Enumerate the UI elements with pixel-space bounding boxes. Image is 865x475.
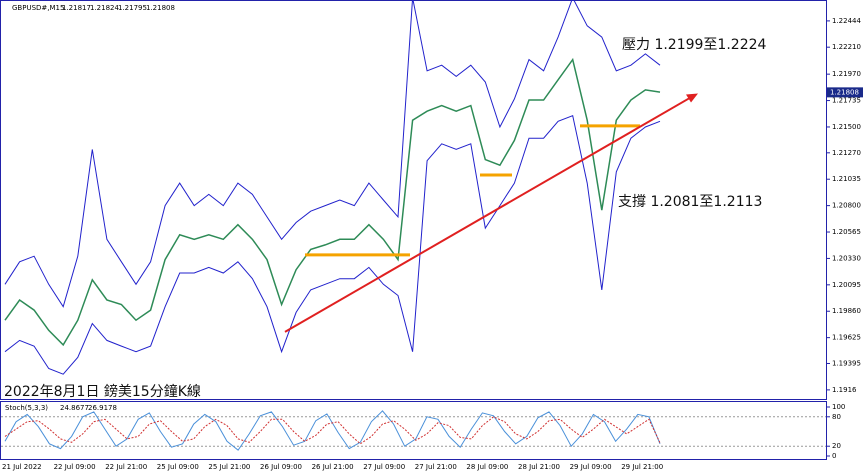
ohlc-high: 1.21824 <box>90 4 119 12</box>
y-tick-label: 1.1916 <box>832 386 857 394</box>
symbol: GBPUSD#,M15 <box>12 4 64 12</box>
trend-line <box>284 94 696 333</box>
header: GBPUSD#,M15 1.21817 1.21824 1.21795 1.21… <box>12 4 175 12</box>
y-tick-label: 1.19625 <box>832 334 861 342</box>
band-line <box>4 115 661 375</box>
caption: 2022年8月1日 鎊美15分鐘K線 <box>4 383 201 400</box>
stoch-tick-label: 80 <box>832 413 841 421</box>
x-tick-label: 21 Jul 2022 <box>2 463 42 471</box>
stoch-line <box>4 416 661 445</box>
stoch-tick-label: 100 <box>832 403 845 411</box>
y-tick-label: 1.21500 <box>832 123 861 131</box>
x-tick-label: 22 Jul 09:00 <box>54 463 96 471</box>
x-tick-label: 22 Jul 21:00 <box>105 463 147 471</box>
x-tick-label: 28 Jul 21:00 <box>518 463 560 471</box>
y-tick-label: 1.22444 <box>832 17 861 25</box>
trend-arrow <box>686 93 698 103</box>
x-tick-label: 29 Jul 21:00 <box>621 463 663 471</box>
price-line <box>4 57 661 347</box>
y-tick-label: 1.20095 <box>832 281 861 289</box>
y-tick-label: 1.21270 <box>832 149 861 157</box>
stoch-tick-label: 20 <box>832 442 841 450</box>
main-panel <box>0 0 827 400</box>
y-tick-label: 1.22210 <box>832 43 861 51</box>
band-line <box>4 0 661 308</box>
y-tick-label: 1.21035 <box>832 175 861 183</box>
x-tick-label: 29 Jul 09:00 <box>570 463 612 471</box>
stoch-k-value: 24.8677 <box>60 404 89 412</box>
y-tick-label: 1.20330 <box>832 254 861 262</box>
ohlc-low: 1.21795 <box>118 4 147 12</box>
stoch-tick-label: 0 <box>832 452 836 460</box>
stoch-label: Stoch(5,3,3) <box>5 404 48 412</box>
x-tick-label: 28 Jul 09:00 <box>466 463 508 471</box>
current-price-box <box>827 87 863 98</box>
y-tick-label: 1.20565 <box>832 228 861 236</box>
x-tick-label: 27 Jul 09:00 <box>363 463 405 471</box>
x-tick-label: 26 Jul 21:00 <box>312 463 354 471</box>
ohlc-open: 1.21817 <box>62 4 91 12</box>
current-price-label: 1.21808 <box>830 88 859 96</box>
y-tick-label: 1.19395 <box>832 359 861 367</box>
x-tick-label: 27 Jul 21:00 <box>415 463 457 471</box>
y-tick-label: 1.21970 <box>832 70 861 78</box>
stoch-panel <box>0 401 827 460</box>
y-tick-label: 1.19860 <box>832 307 861 315</box>
stoch-d-value: 26.9178 <box>88 404 117 412</box>
support-note: 支撐 1.2081至1.2113 <box>618 194 762 210</box>
resistance-note: 壓力 1.2199至1.2224 <box>622 37 767 53</box>
x-tick-label: 25 Jul 09:00 <box>157 463 199 471</box>
y-tick-label: 1.20800 <box>832 202 861 210</box>
x-tick-label: 26 Jul 09:00 <box>260 463 302 471</box>
x-tick-label: 25 Jul 21:00 <box>208 463 250 471</box>
ohlc-close: 1.21808 <box>146 4 175 12</box>
y-tick-label: 1.21735 <box>832 97 861 105</box>
